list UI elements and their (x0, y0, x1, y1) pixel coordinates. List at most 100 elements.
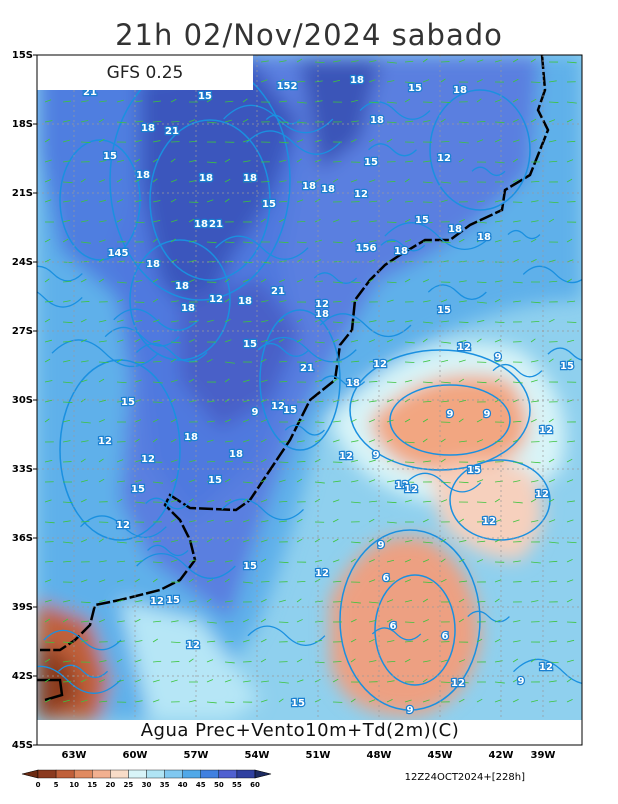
lon-label: 51W (306, 750, 331, 761)
wind-barb (387, 241, 395, 242)
contour-label: 12 (150, 596, 164, 607)
contour-label: 15 (121, 397, 135, 408)
lat-label: 36S (12, 533, 33, 544)
contour-label: 15 (131, 484, 145, 495)
lat-label: 18S (12, 119, 33, 130)
title: 21h 02/Nov/2024 sabado (115, 18, 503, 52)
lat-label: 15S (12, 50, 33, 61)
contour-label: 9 (447, 409, 454, 420)
contour-label: 12 (539, 662, 553, 673)
contour-label: 12 (141, 454, 155, 465)
colorbar-end (22, 770, 38, 778)
contour-label: 18 (146, 259, 160, 270)
wind-barb (387, 222, 396, 223)
colorbar-swatch (237, 770, 255, 778)
run-label: 12Z24OCT2024+[228h] (405, 772, 525, 783)
contour-label: 21 (271, 286, 285, 297)
wind-barb (243, 321, 251, 322)
colorbar-label: 35 (160, 781, 170, 789)
lat-label: 27S (12, 326, 33, 337)
contour-label: 18 (370, 115, 384, 126)
contour-label: 18 (321, 184, 335, 195)
colorbar-label: 45 (196, 781, 206, 789)
contour-label: 9 (495, 352, 502, 363)
contour-label: 145 (108, 248, 129, 259)
wind-barb (441, 682, 450, 683)
wind-barb (261, 181, 269, 182)
colorbar-label: 55 (232, 781, 242, 789)
wind-barb (549, 102, 558, 103)
contour-label: 12 (535, 489, 549, 500)
wind-barb (477, 502, 486, 503)
colorbar-label: 60 (250, 781, 260, 789)
contour-label: 18 (136, 170, 150, 181)
colorbar-swatch (183, 770, 201, 778)
contour-label: 12 (482, 516, 496, 527)
contour-label: 18 (181, 303, 195, 314)
lon-label: 63W (62, 750, 87, 761)
contour-label: 12 (315, 568, 329, 579)
wind-barb (387, 181, 395, 182)
lon-label: 45W (428, 750, 453, 761)
contour-label: 15 (103, 151, 117, 162)
contour-label: 18 (350, 75, 364, 86)
wind-barb (225, 702, 234, 703)
lon-label: 39W (531, 750, 556, 761)
contour-label: 12 (186, 640, 200, 651)
colorbar-label: 25 (124, 781, 134, 789)
contour-label: 18 (477, 232, 491, 243)
contour-label: 152 (277, 81, 298, 92)
contour-label: 21 (165, 126, 179, 137)
colorbar-label: 10 (69, 781, 79, 789)
contour-label: 12 (339, 451, 353, 462)
contour-label: 18 (315, 309, 329, 320)
contour-label: 15 (283, 405, 297, 416)
contour-label: 6 (390, 621, 397, 632)
colorbar-swatch (128, 770, 146, 778)
colorbar-label: 30 (142, 781, 152, 789)
wind-barb (369, 381, 377, 382)
contour-label: 9 (252, 407, 259, 418)
lon-label: 60W (123, 750, 148, 761)
contour-label: 15 (415, 215, 429, 226)
lat-label: 21S (12, 188, 33, 199)
contour-label: 18 (141, 123, 155, 134)
contour-label: 12 (209, 294, 223, 305)
lon-label: 42W (489, 750, 514, 761)
contour-label: 15 (467, 465, 481, 476)
lon-label: 57W (184, 750, 209, 761)
wind-barb (261, 581, 269, 582)
contour-label: 15 (243, 561, 257, 572)
wind-barb (63, 341, 71, 342)
contour-label: 9 (407, 705, 414, 716)
contour-label: 18 (199, 173, 213, 184)
contour-label: 18 (453, 85, 467, 96)
contour-label: 12 (98, 436, 112, 447)
contour-label: 18 (302, 181, 316, 192)
lat-label: 45S (12, 740, 33, 751)
wind-barb (477, 121, 485, 122)
contour-label: 12 (116, 520, 130, 531)
wind-barb (81, 142, 90, 143)
colorbar-label: 15 (87, 781, 97, 789)
contour-label: 12 (457, 342, 471, 353)
wind-barb (297, 461, 305, 462)
wind-barb (405, 362, 414, 363)
lat-label: 24S (12, 257, 33, 268)
lat-label: 39S (12, 602, 33, 613)
contour-label: 6 (442, 631, 449, 642)
colorbar-label: 0 (36, 781, 41, 789)
colorbar-label: 20 (105, 781, 115, 789)
wind-barb (333, 301, 341, 302)
lat-label: 33S (12, 464, 33, 475)
colorbar-swatch (56, 770, 74, 778)
contour-label: 15 (262, 199, 276, 210)
colorbar-label: 50 (214, 781, 224, 789)
lon-label: 48W (367, 750, 392, 761)
contour-label: 6 (383, 573, 390, 584)
colorbar-label: 40 (178, 781, 188, 789)
contour-label: 12 (373, 359, 387, 370)
contour-label: 12 (451, 678, 465, 689)
contour-label: 9 (518, 676, 525, 687)
